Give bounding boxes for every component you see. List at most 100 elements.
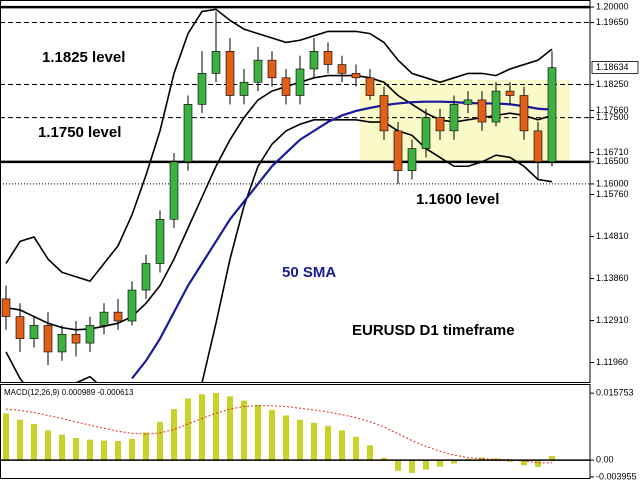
candle-body <box>337 64 347 74</box>
candle-body <box>295 68 305 96</box>
macd-bar <box>451 460 457 464</box>
indicator-line <box>5 8 553 283</box>
candle-body <box>29 325 39 339</box>
candle-body <box>57 333 67 353</box>
macd-bar <box>241 400 247 461</box>
candle-body <box>309 50 319 70</box>
main-frame <box>0 0 591 383</box>
candle-body <box>435 117 445 132</box>
macd-bar <box>171 409 177 461</box>
signal-line <box>5 405 552 464</box>
macd-bar <box>157 421 163 461</box>
macd-bar <box>143 432 149 461</box>
y-tick-label: 1.15760 <box>596 189 629 199</box>
macd-bar <box>549 455 555 461</box>
y-tick-label: 1.11960 <box>596 357 628 367</box>
annotation: 1.1750 level <box>38 124 121 141</box>
candle-body <box>491 90 501 123</box>
y-tick-label: 1.16710 <box>596 147 629 157</box>
macd-bar <box>395 460 401 471</box>
candle-body <box>141 263 151 291</box>
candle-body <box>197 73 207 105</box>
macd-bar <box>367 445 373 461</box>
macd-bar <box>283 415 289 461</box>
macd-bar <box>45 430 51 461</box>
annotation: 50 SMA <box>282 264 336 281</box>
candle-body <box>365 77 375 96</box>
annotation: 1.1600 level <box>416 191 499 208</box>
macd-bar <box>17 419 23 461</box>
macd-frame <box>0 384 591 479</box>
candle-body <box>99 311 109 326</box>
macd-bar <box>297 419 303 461</box>
macd-bar <box>269 409 275 461</box>
candle-body <box>1 298 11 317</box>
candle-body <box>15 316 25 339</box>
candle-body <box>449 104 459 132</box>
candle-body <box>547 67 557 163</box>
candle-body <box>225 50 235 96</box>
y-tick-label: 1.18250 <box>596 79 629 89</box>
candle-body <box>533 130 543 163</box>
candle-body <box>113 311 123 322</box>
candle-body <box>43 325 53 353</box>
current-price-box <box>591 61 639 74</box>
macd-bar <box>115 440 121 461</box>
candle-body <box>407 148 417 171</box>
macd-bar <box>325 426 331 461</box>
candle-body <box>519 95 529 132</box>
macd-legend: MACD(12,26,9) 0.000989 -0.000613 <box>4 388 134 397</box>
y-tick-label: 1.19650 <box>596 17 629 27</box>
macd-bar <box>213 392 219 461</box>
y-tick-label: 1.14810 <box>596 231 629 241</box>
y-tick-label: 1.12910 <box>596 315 629 325</box>
candle-body <box>85 325 95 344</box>
y-tick-label: 1.16500 <box>596 156 629 166</box>
macd-bar <box>59 434 65 461</box>
macd-bar <box>87 439 93 461</box>
candle-body <box>281 77 291 96</box>
candle-body <box>267 59 277 79</box>
y-tick-label: -0.003955 <box>596 471 637 480</box>
candle-body <box>253 59 263 83</box>
macd-bar <box>185 398 191 461</box>
macd-bar <box>101 440 107 461</box>
macd-bar <box>129 438 135 461</box>
candle-body <box>421 117 431 149</box>
candle-body <box>393 130 403 171</box>
macd-bar <box>409 460 415 473</box>
indicator-line <box>5 74 553 331</box>
candle-body <box>477 99 487 123</box>
y-tick-label: 0.015753 <box>596 388 634 398</box>
macd-bar <box>31 423 37 461</box>
macd-bar <box>311 422 317 461</box>
candle-body <box>169 161 179 220</box>
candle-body <box>323 50 333 65</box>
y-tick-label: 1.16000 <box>596 178 629 188</box>
macd-bar <box>479 457 485 461</box>
macd-bar <box>521 460 527 466</box>
annotation: 1.1825 level <box>42 49 125 66</box>
candle-body <box>127 289 137 322</box>
macd-bar <box>199 394 205 461</box>
candle-body <box>239 81 249 96</box>
candle-body <box>211 50 221 74</box>
candle-body <box>379 95 389 132</box>
macd-bar <box>353 436 359 461</box>
candle-body <box>71 333 81 344</box>
macd-bar <box>507 460 513 462</box>
y-tick-label: 1.17660 <box>596 105 629 115</box>
candle-body <box>351 73 361 79</box>
candle-body <box>183 104 193 163</box>
macd-bar <box>255 404 261 461</box>
macd-bar <box>339 430 345 461</box>
annotation: EURUSD D1 timeframe <box>352 322 515 339</box>
macd-bar <box>437 460 443 467</box>
y-tick-label: 0.00 <box>596 455 614 465</box>
candle-body <box>463 99 473 105</box>
candle-body <box>505 90 515 96</box>
macd-bar <box>73 438 79 461</box>
indicator-line <box>5 119 553 382</box>
candle-body <box>155 218 165 264</box>
